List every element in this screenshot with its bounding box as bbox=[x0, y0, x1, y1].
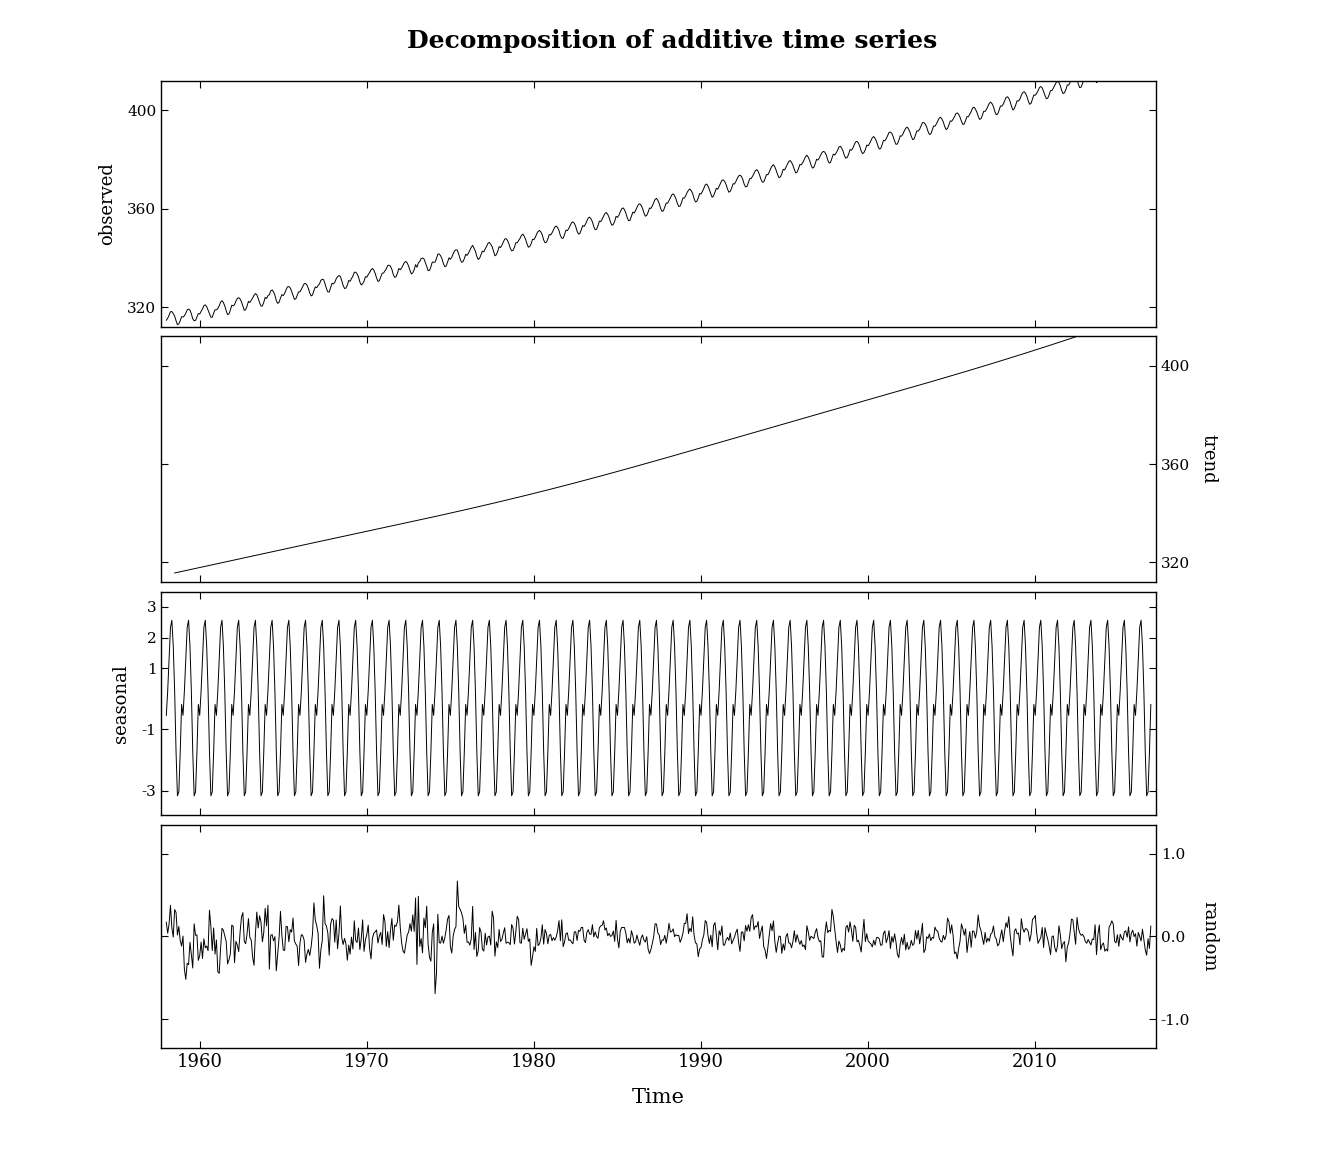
Y-axis label: seasonal: seasonal bbox=[113, 664, 130, 743]
X-axis label: Time: Time bbox=[632, 1087, 685, 1107]
Text: Decomposition of additive time series: Decomposition of additive time series bbox=[407, 29, 937, 53]
Y-axis label: observed: observed bbox=[98, 162, 116, 245]
Y-axis label: trend: trend bbox=[1200, 434, 1218, 484]
Y-axis label: random: random bbox=[1200, 901, 1218, 972]
